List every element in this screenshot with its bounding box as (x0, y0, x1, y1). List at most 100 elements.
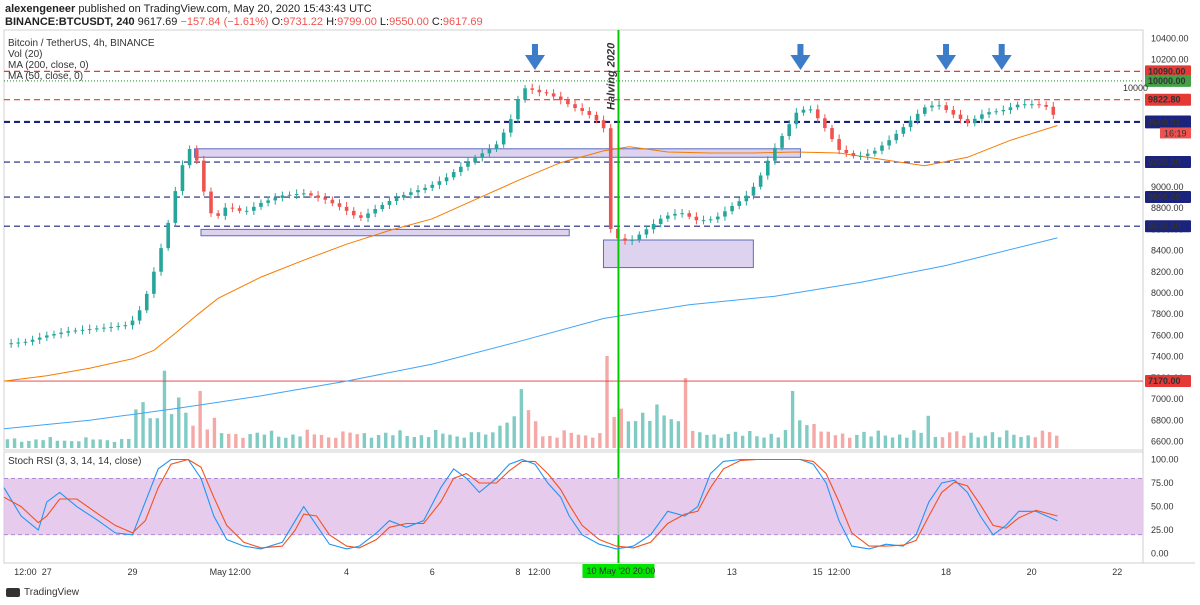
candle-body (159, 248, 163, 272)
candle-body (987, 112, 991, 115)
candle-body (773, 147, 777, 161)
candle-body (737, 201, 742, 206)
candle-body (280, 195, 285, 198)
candle-body (501, 132, 506, 145)
candle-body (202, 160, 206, 192)
price-level-tag (1145, 116, 1191, 129)
candle-body (444, 177, 449, 182)
candle-body (730, 205, 734, 212)
volume-bar (191, 425, 195, 448)
volume-bar (155, 418, 160, 448)
price-level-label: 10090.00 (1148, 66, 1186, 76)
legend-stoch-rsi[interactable]: Stoch RSI (3, 3, 14, 14, close) (8, 456, 142, 467)
price-tick-label: 6600.00 (1151, 437, 1184, 447)
ma200-line (3, 237, 1058, 430)
candle-body (594, 114, 599, 121)
candle-body (544, 92, 549, 94)
low-label: L: (379, 16, 390, 28)
candle-body (694, 216, 699, 221)
price-level-label: 9822.80 (1148, 95, 1181, 105)
volume-bar (848, 437, 852, 448)
volume-bar (855, 434, 859, 448)
candle-body (708, 219, 713, 221)
price-tick-label: 9000.00 (1151, 182, 1184, 192)
tradingview-footer[interactable]: TradingView (6, 587, 79, 598)
volume-bar (962, 435, 966, 448)
publish-line: alexengeneer published on TradingView.co… (5, 3, 1200, 16)
candle-body (180, 165, 185, 192)
candle-body (144, 293, 149, 311)
high-label: H: (326, 16, 338, 28)
time-tick-label: 12:00 (14, 567, 37, 577)
candle-body (901, 127, 906, 134)
volume-bar (34, 439, 38, 448)
volume-bar (619, 408, 623, 448)
candle-body (344, 206, 349, 211)
price-level-label: 9235.00 (1148, 157, 1181, 167)
volume-bar (1005, 430, 1009, 448)
candle-body (351, 210, 356, 216)
volume-bar (276, 436, 281, 448)
candle-body (858, 155, 863, 157)
volume-bar (919, 432, 923, 448)
candle-body (273, 197, 278, 201)
low-value: 9550.00 (389, 16, 429, 28)
volume-bar (840, 433, 845, 448)
candle-body (9, 343, 13, 345)
candle-body (480, 153, 485, 158)
volume-bar (926, 415, 930, 448)
candle-body (1044, 105, 1048, 107)
price-tick-label: 10400.00 (1151, 33, 1189, 43)
candle-body (409, 192, 413, 195)
candle-body (687, 213, 692, 217)
candle-body (801, 109, 806, 113)
volume-bar (205, 429, 209, 448)
volume-bar (812, 423, 816, 448)
volume-bar (1055, 435, 1059, 448)
publisher-name[interactable]: alexengeneer (5, 3, 76, 15)
down-arrow-icon (936, 44, 957, 70)
volume-bar (112, 441, 117, 448)
volume-bar (933, 436, 938, 448)
volume-bar (369, 437, 374, 448)
candle-body (152, 271, 156, 294)
tradingview-brand: TradingView (24, 587, 80, 598)
volume-bar (441, 433, 445, 448)
volume-bar (876, 430, 880, 448)
volume-bar (119, 439, 124, 448)
volume-bar (77, 441, 81, 448)
candle-body (915, 113, 920, 121)
volume-bar (826, 431, 830, 448)
close-label: C: (431, 16, 443, 28)
volume-bar (41, 440, 45, 448)
legend-ma200[interactable]: MA (200, close, 0) (8, 60, 89, 71)
volume-bar (912, 430, 916, 448)
candle-body (109, 326, 113, 328)
volume-bar (141, 402, 145, 448)
volume-bar (362, 433, 367, 448)
candle-body (387, 200, 392, 205)
candle-body (758, 175, 763, 187)
candle-body (787, 124, 791, 137)
legend-ma50[interactable]: MA (50, close, 0) (8, 71, 84, 82)
candle-body (45, 335, 49, 338)
price-tick-label: 8800.00 (1151, 203, 1184, 213)
price-tick-label: 7400.00 (1151, 352, 1184, 362)
volume-bar (198, 390, 202, 448)
legend-volume[interactable]: Vol (20) (8, 49, 43, 60)
time-tick-label: May (210, 567, 228, 577)
candle-body (658, 218, 663, 224)
volume-bar (740, 435, 745, 448)
candle-body (473, 157, 477, 163)
symbol-name[interactable]: BINANCE:BTCUSDT, 240 (5, 16, 135, 28)
candle-body (630, 239, 634, 241)
legend-title[interactable]: Bitcoin / TetherUS, 4h, BINANCE (8, 38, 155, 49)
candle-body (209, 191, 213, 214)
candle-body (416, 190, 420, 193)
candle-body (958, 114, 963, 120)
time-tick-label: 20 (1027, 567, 1037, 577)
volume-bar (505, 422, 509, 448)
candle-body (1001, 110, 1006, 112)
symbol-line: BINANCE:BTCUSDT, 240 9617.69 −157.84 (−1… (5, 16, 1200, 29)
